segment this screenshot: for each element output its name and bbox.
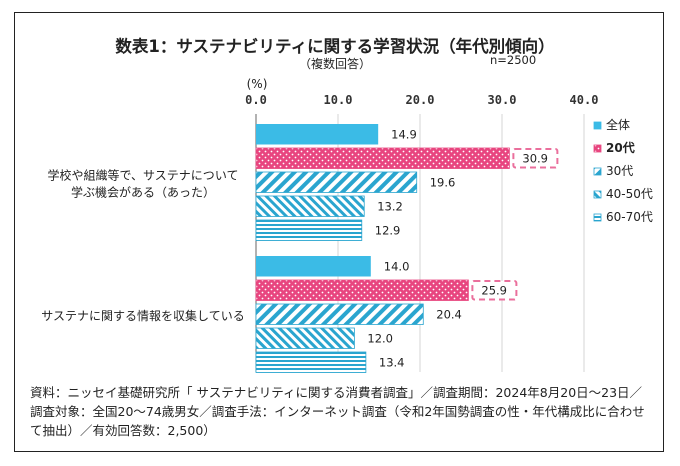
data-label: 13.2: [377, 199, 403, 213]
x-tick-label: 20.0: [406, 93, 435, 107]
legend-label: 全体: [606, 117, 630, 132]
footnote: 資料：ニッセイ基礎研究所「 サステナビリティに関する消費者調査」／調査期間：20…: [30, 383, 650, 440]
highlight-box: [471, 280, 518, 301]
chart-title: 数表1：サステナビリティに関する学習状況（年代別傾向）: [115, 36, 554, 56]
category-label: サステナに関する情報を収集している: [41, 308, 244, 323]
data-label: 19.6: [430, 175, 456, 189]
bar: [256, 256, 371, 277]
x-tick-label: 30.0: [488, 93, 517, 107]
bar: [255, 351, 367, 373]
footnote-line: 調査対象：全国20～74歳男女／調査手法：インターネット調査（令和2年国勢調査の…: [30, 404, 645, 419]
data-label: 12.0: [367, 331, 393, 345]
bar: [255, 279, 469, 301]
data-label: 30.9: [522, 151, 548, 165]
x-tick-label: 0.0: [245, 93, 267, 107]
x-tick-label: 40.0: [570, 93, 599, 107]
legend-swatch: [593, 190, 602, 199]
x-tick-label: 10.0: [324, 93, 353, 107]
legend-swatch: [593, 144, 602, 153]
bar: [255, 219, 363, 241]
category-label: 学ぶ機会がある（あった）: [71, 185, 215, 200]
bar: [256, 124, 379, 145]
legend-label: 60-70代: [606, 210, 653, 224]
footnote-line: 資料：ニッセイ基礎研究所「 サステナビリティに関する消費者調査」／調査期間：20…: [30, 385, 643, 400]
legend-label: 30代: [606, 164, 633, 178]
sample-size: n=2500: [490, 53, 536, 67]
bar: [255, 303, 424, 325]
legend-label: 20代: [606, 140, 635, 155]
footnote-line: て抽出）／有効回答数：2,500）: [30, 423, 216, 438]
bar: [255, 195, 365, 217]
data-label: 25.9: [481, 283, 507, 297]
bar: [255, 147, 510, 169]
chart-subtitle: （複数回答）: [299, 56, 371, 71]
legend-label: 40-50代: [606, 187, 653, 201]
category-label: 学校や組織等で、サステナについて: [48, 168, 239, 183]
data-label: 14.9: [391, 127, 417, 141]
highlight-box: [512, 148, 559, 169]
bar: [255, 327, 355, 349]
data-label: 14.0: [384, 259, 410, 273]
legend-swatch: [593, 121, 602, 130]
data-label: 13.4: [379, 355, 405, 369]
legend-swatch: [593, 213, 602, 222]
unit-label: (%): [247, 77, 268, 91]
legend-swatch: [593, 167, 602, 176]
data-label: 20.4: [436, 307, 462, 321]
bar: [255, 171, 418, 193]
data-label: 12.9: [375, 223, 401, 237]
